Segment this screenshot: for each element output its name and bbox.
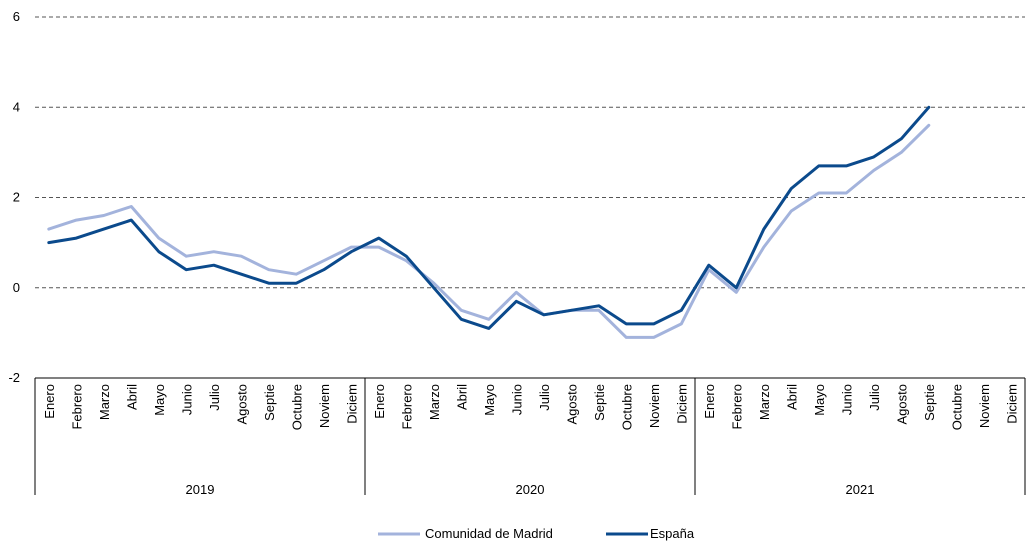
- x-axis: Enero Febrero Marzo Abril Mayo Junio Julio Agos…: [35, 378, 1025, 497]
- y-tick-label: 6: [13, 9, 20, 24]
- x-tick-label: Octubre: [949, 384, 964, 430]
- x-tick-label: Julio: [867, 384, 882, 411]
- x-tick-label: Julio: [207, 384, 222, 411]
- y-tick-label: 0: [13, 280, 20, 295]
- x-tick-label: Septie: [592, 384, 607, 421]
- year-label: 2021: [846, 482, 875, 497]
- x-tick-label: Febrero: [729, 384, 744, 430]
- x-tick-label: Noviem: [977, 384, 992, 428]
- x-tick-label: Abril: [454, 384, 469, 410]
- x-tick-label: Septie: [262, 384, 277, 421]
- x-tick-label: Septie: [922, 384, 937, 421]
- x-tick-label: Enero: [372, 384, 387, 419]
- x-tick-label: Diciem: [344, 384, 359, 424]
- legend: Comunidad de Madrid España: [378, 526, 695, 541]
- x-tick-label: Octubre: [619, 384, 634, 430]
- x-tick-label: Julio: [537, 384, 552, 411]
- series-line-2: [49, 107, 929, 328]
- x-tick-label: Marzo: [757, 384, 772, 420]
- x-tick-label: Noviem: [317, 384, 332, 428]
- x-tick-label: Enero: [42, 384, 57, 419]
- x-tick-label: Febrero: [69, 384, 84, 430]
- x-tick-label: Agosto: [234, 384, 249, 424]
- x-tick-label: Agosto: [894, 384, 909, 424]
- x-tick-label: Enero: [702, 384, 717, 419]
- x-tick-label: Abril: [124, 384, 139, 410]
- x-tick-label: Diciem: [1004, 384, 1019, 424]
- series-line-1: [49, 125, 929, 337]
- x-tick-label: Junio: [509, 384, 524, 415]
- x-tick-label: Abril: [784, 384, 799, 410]
- x-tick-label: Marzo: [97, 384, 112, 420]
- x-tick-label: Diciem: [674, 384, 689, 424]
- grid-lines: [35, 17, 1025, 288]
- x-tick-label: Febrero: [399, 384, 414, 430]
- y-axis: -2 0 2 4 6: [8, 9, 20, 385]
- x-tick-label: Junio: [179, 384, 194, 415]
- x-tick-label: Mayo: [812, 384, 827, 416]
- legend-label: España: [650, 526, 695, 541]
- y-tick-label: -2: [8, 370, 20, 385]
- series-lines: [49, 107, 929, 337]
- x-tick-label: Octubre: [289, 384, 304, 430]
- y-tick-label: 4: [13, 99, 20, 114]
- x-tick-label: Mayo: [152, 384, 167, 416]
- x-tick-label: Marzo: [427, 384, 442, 420]
- x-tick-label: Noviem: [647, 384, 662, 428]
- year-label: 2019: [186, 482, 215, 497]
- year-label: 2020: [516, 482, 545, 497]
- x-tick-label: Junio: [839, 384, 854, 415]
- legend-label: Comunidad de Madrid: [425, 526, 553, 541]
- x-tick-label: Agosto: [564, 384, 579, 424]
- x-tick-label: Mayo: [482, 384, 497, 416]
- y-tick-label: 2: [13, 190, 20, 205]
